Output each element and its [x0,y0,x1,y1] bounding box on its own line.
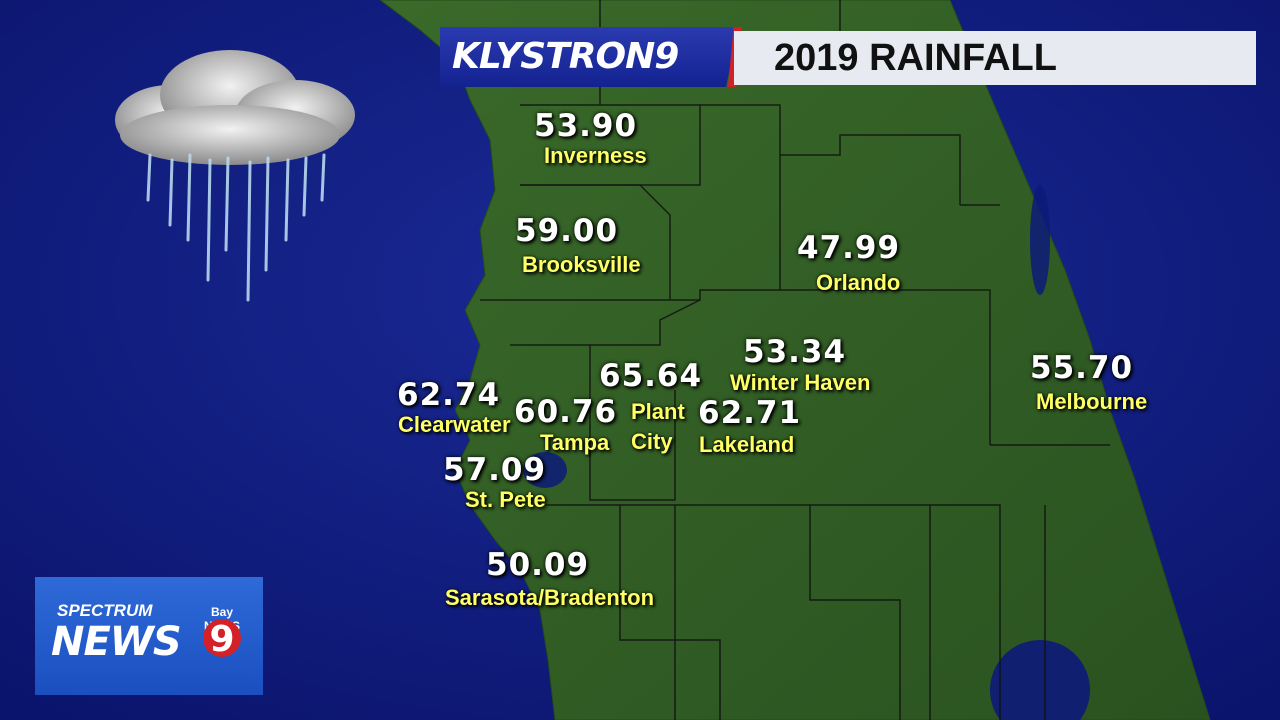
bay-news-9-badge: Bay NEWS 9 [199,605,245,660]
land-mass [379,0,1211,720]
value-clearwater: 62.74 [397,377,501,413]
brand-logo: KLYSTRON9 [452,36,679,77]
city-clearwater: Clearwater [398,412,511,437]
city-lakeland: Lakeland [699,432,795,457]
value-melbourne: 55.70 [1030,350,1134,386]
value-winter-haven: 53.34 [743,334,847,370]
city-tampa: Tampa [540,430,610,455]
title-bar: KLYSTRON9 2019 RAINFALL [440,27,1256,87]
logo-line2: NEWS [51,619,182,665]
city-brooksville: Brooksville [522,252,641,277]
spectrum-news-logo: SPECTRUM NEWS Bay NEWS 9 [35,577,263,695]
city-melbourne: Melbourne [1036,389,1148,414]
value-inverness: 53.90 [534,108,638,144]
value-orlando: 47.99 [797,230,901,266]
city-sarasota-bradenton: Sarasota/Bradenton [445,585,655,610]
rain-cloud-icon [110,40,370,310]
map-title: 2019 RAINFALL [774,37,1057,79]
title-box: 2019 RAINFALL [734,31,1256,85]
lake-tampa-bay [523,452,567,488]
value-lakeland: 62.71 [698,395,802,431]
county-lines [480,0,1110,720]
city-st-pete: St. Pete [465,487,546,512]
city-orlando: Orlando [816,270,901,295]
city-winter-haven: Winter Haven [730,370,871,395]
value-brooksville: 59.00 [515,213,619,249]
brand-box: KLYSTRON9 [440,27,738,87]
badge-number: 9 [203,619,241,660]
city-plant-city: Plant City [631,399,685,454]
value-sarasota-bradenton: 50.09 [486,547,590,583]
logo-line1: SPECTRUM [57,601,153,620]
lake-okeechobee [990,640,1090,720]
value-tampa: 60.76 [514,394,618,430]
value-plant-city: 65.64 [599,358,703,394]
city-inverness: Inverness [544,143,647,168]
value-st-pete: 57.09 [443,452,547,488]
lake-east-coast [1030,185,1050,295]
